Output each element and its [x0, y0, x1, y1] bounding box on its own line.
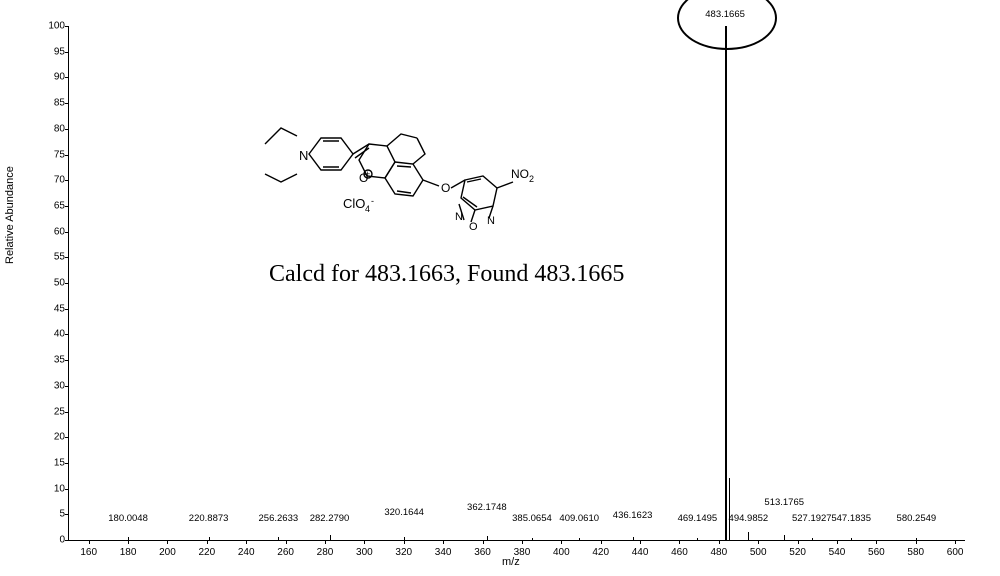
- x-tick: 480: [711, 547, 728, 558]
- y-tick: 15: [35, 457, 69, 468]
- svg-text:NO: NO: [511, 167, 529, 181]
- peak: [278, 537, 279, 540]
- peak: [330, 535, 331, 540]
- main-peak: [725, 26, 727, 540]
- peak: [128, 537, 129, 540]
- peak-label: 469.1495: [678, 513, 718, 524]
- peak-label: 362.1748: [467, 502, 507, 513]
- peak-label: 282.2790: [310, 513, 350, 524]
- x-tick: 440: [632, 547, 649, 558]
- y-tick: 20: [35, 432, 69, 443]
- y-tick: 5: [35, 509, 69, 520]
- peak-label: 527.1927: [792, 513, 832, 524]
- x-tick: 360: [474, 547, 491, 558]
- y-tick: 40: [35, 329, 69, 340]
- main-peak-circle: [677, 0, 777, 50]
- x-tick: 160: [80, 547, 97, 558]
- x-tick: 220: [199, 547, 216, 558]
- y-tick: 70: [35, 175, 69, 186]
- peak: [812, 538, 813, 540]
- y-tick: 0: [35, 535, 69, 546]
- peak: [532, 538, 533, 540]
- peak-label: 513.1765: [764, 497, 804, 508]
- peak-label: 580.2549: [897, 513, 937, 524]
- peak-label: 320.1644: [384, 507, 424, 518]
- x-tick: 540: [829, 547, 846, 558]
- plot-area: Calcd for 483.1663, Found 483.1665 N O +: [68, 26, 965, 541]
- x-tick: 280: [317, 547, 334, 558]
- peak: [784, 535, 785, 540]
- svg-text:4: 4: [365, 204, 370, 214]
- x-tick: 500: [750, 547, 767, 558]
- x-tick: 200: [159, 547, 176, 558]
- peak-label: 180.0048: [108, 513, 148, 524]
- peak-label: 547.1835: [831, 513, 871, 524]
- y-tick: 30: [35, 380, 69, 391]
- y-axis-label: Relative Abundance: [4, 166, 16, 264]
- svg-text:O: O: [441, 181, 450, 195]
- x-tick: 300: [356, 547, 373, 558]
- x-tick: 320: [395, 547, 412, 558]
- y-tick: 95: [35, 46, 69, 57]
- x-tick: 180: [120, 547, 137, 558]
- peak: [697, 538, 698, 540]
- y-tick: 80: [35, 123, 69, 134]
- peak-label: 494.9852: [729, 513, 769, 524]
- x-tick: 460: [671, 547, 688, 558]
- peak-label: 436.1623: [613, 510, 653, 521]
- peak-label: 385.0654: [512, 513, 552, 524]
- peak: [209, 537, 210, 540]
- peak-label: 220.8873: [189, 513, 229, 524]
- y-tick: 10: [35, 483, 69, 494]
- peak: [487, 536, 488, 540]
- x-tick: 260: [277, 547, 294, 558]
- svg-text:N: N: [487, 215, 495, 227]
- peak: [633, 537, 634, 540]
- x-tick: 240: [238, 547, 255, 558]
- svg-text:+: +: [365, 169, 370, 179]
- y-tick: 35: [35, 355, 69, 366]
- peak: [404, 537, 405, 540]
- molecule-structure: N O + O: [259, 74, 539, 244]
- peak: [579, 538, 580, 540]
- svg-text:-: -: [371, 196, 374, 206]
- peak-label: 483.1665: [705, 9, 745, 20]
- y-tick: 60: [35, 226, 69, 237]
- x-tick: 600: [947, 547, 964, 558]
- x-tick: 400: [553, 547, 570, 558]
- y-tick: 75: [35, 149, 69, 160]
- y-tick: 25: [35, 406, 69, 417]
- y-tick: 65: [35, 200, 69, 211]
- y-tick: 90: [35, 72, 69, 83]
- svg-text:2: 2: [529, 174, 534, 184]
- y-tick: 45: [35, 303, 69, 314]
- y-tick: 100: [35, 21, 69, 32]
- peak: [729, 478, 730, 540]
- peak-label: 409.0610: [559, 513, 599, 524]
- y-tick: 85: [35, 98, 69, 109]
- x-tick: 340: [435, 547, 452, 558]
- mass-spectrum-figure: Relative Abundance m/z Calcd for 483.166…: [0, 0, 1000, 576]
- svg-text:N: N: [299, 148, 308, 163]
- x-tick: 580: [907, 547, 924, 558]
- peak: [916, 538, 917, 540]
- peak: [748, 532, 749, 540]
- x-tick: 380: [514, 547, 531, 558]
- peak: [851, 538, 852, 540]
- x-tick: 420: [592, 547, 609, 558]
- x-tick: 520: [789, 547, 806, 558]
- peak-label: 256.2633: [259, 513, 299, 524]
- y-tick: 55: [35, 252, 69, 263]
- y-tick: 50: [35, 278, 69, 289]
- counterion-label: ClO: [343, 196, 365, 211]
- svg-text:O: O: [469, 221, 478, 233]
- calcd-found-caption: Calcd for 483.1663, Found 483.1665: [269, 261, 624, 288]
- x-tick: 560: [868, 547, 885, 558]
